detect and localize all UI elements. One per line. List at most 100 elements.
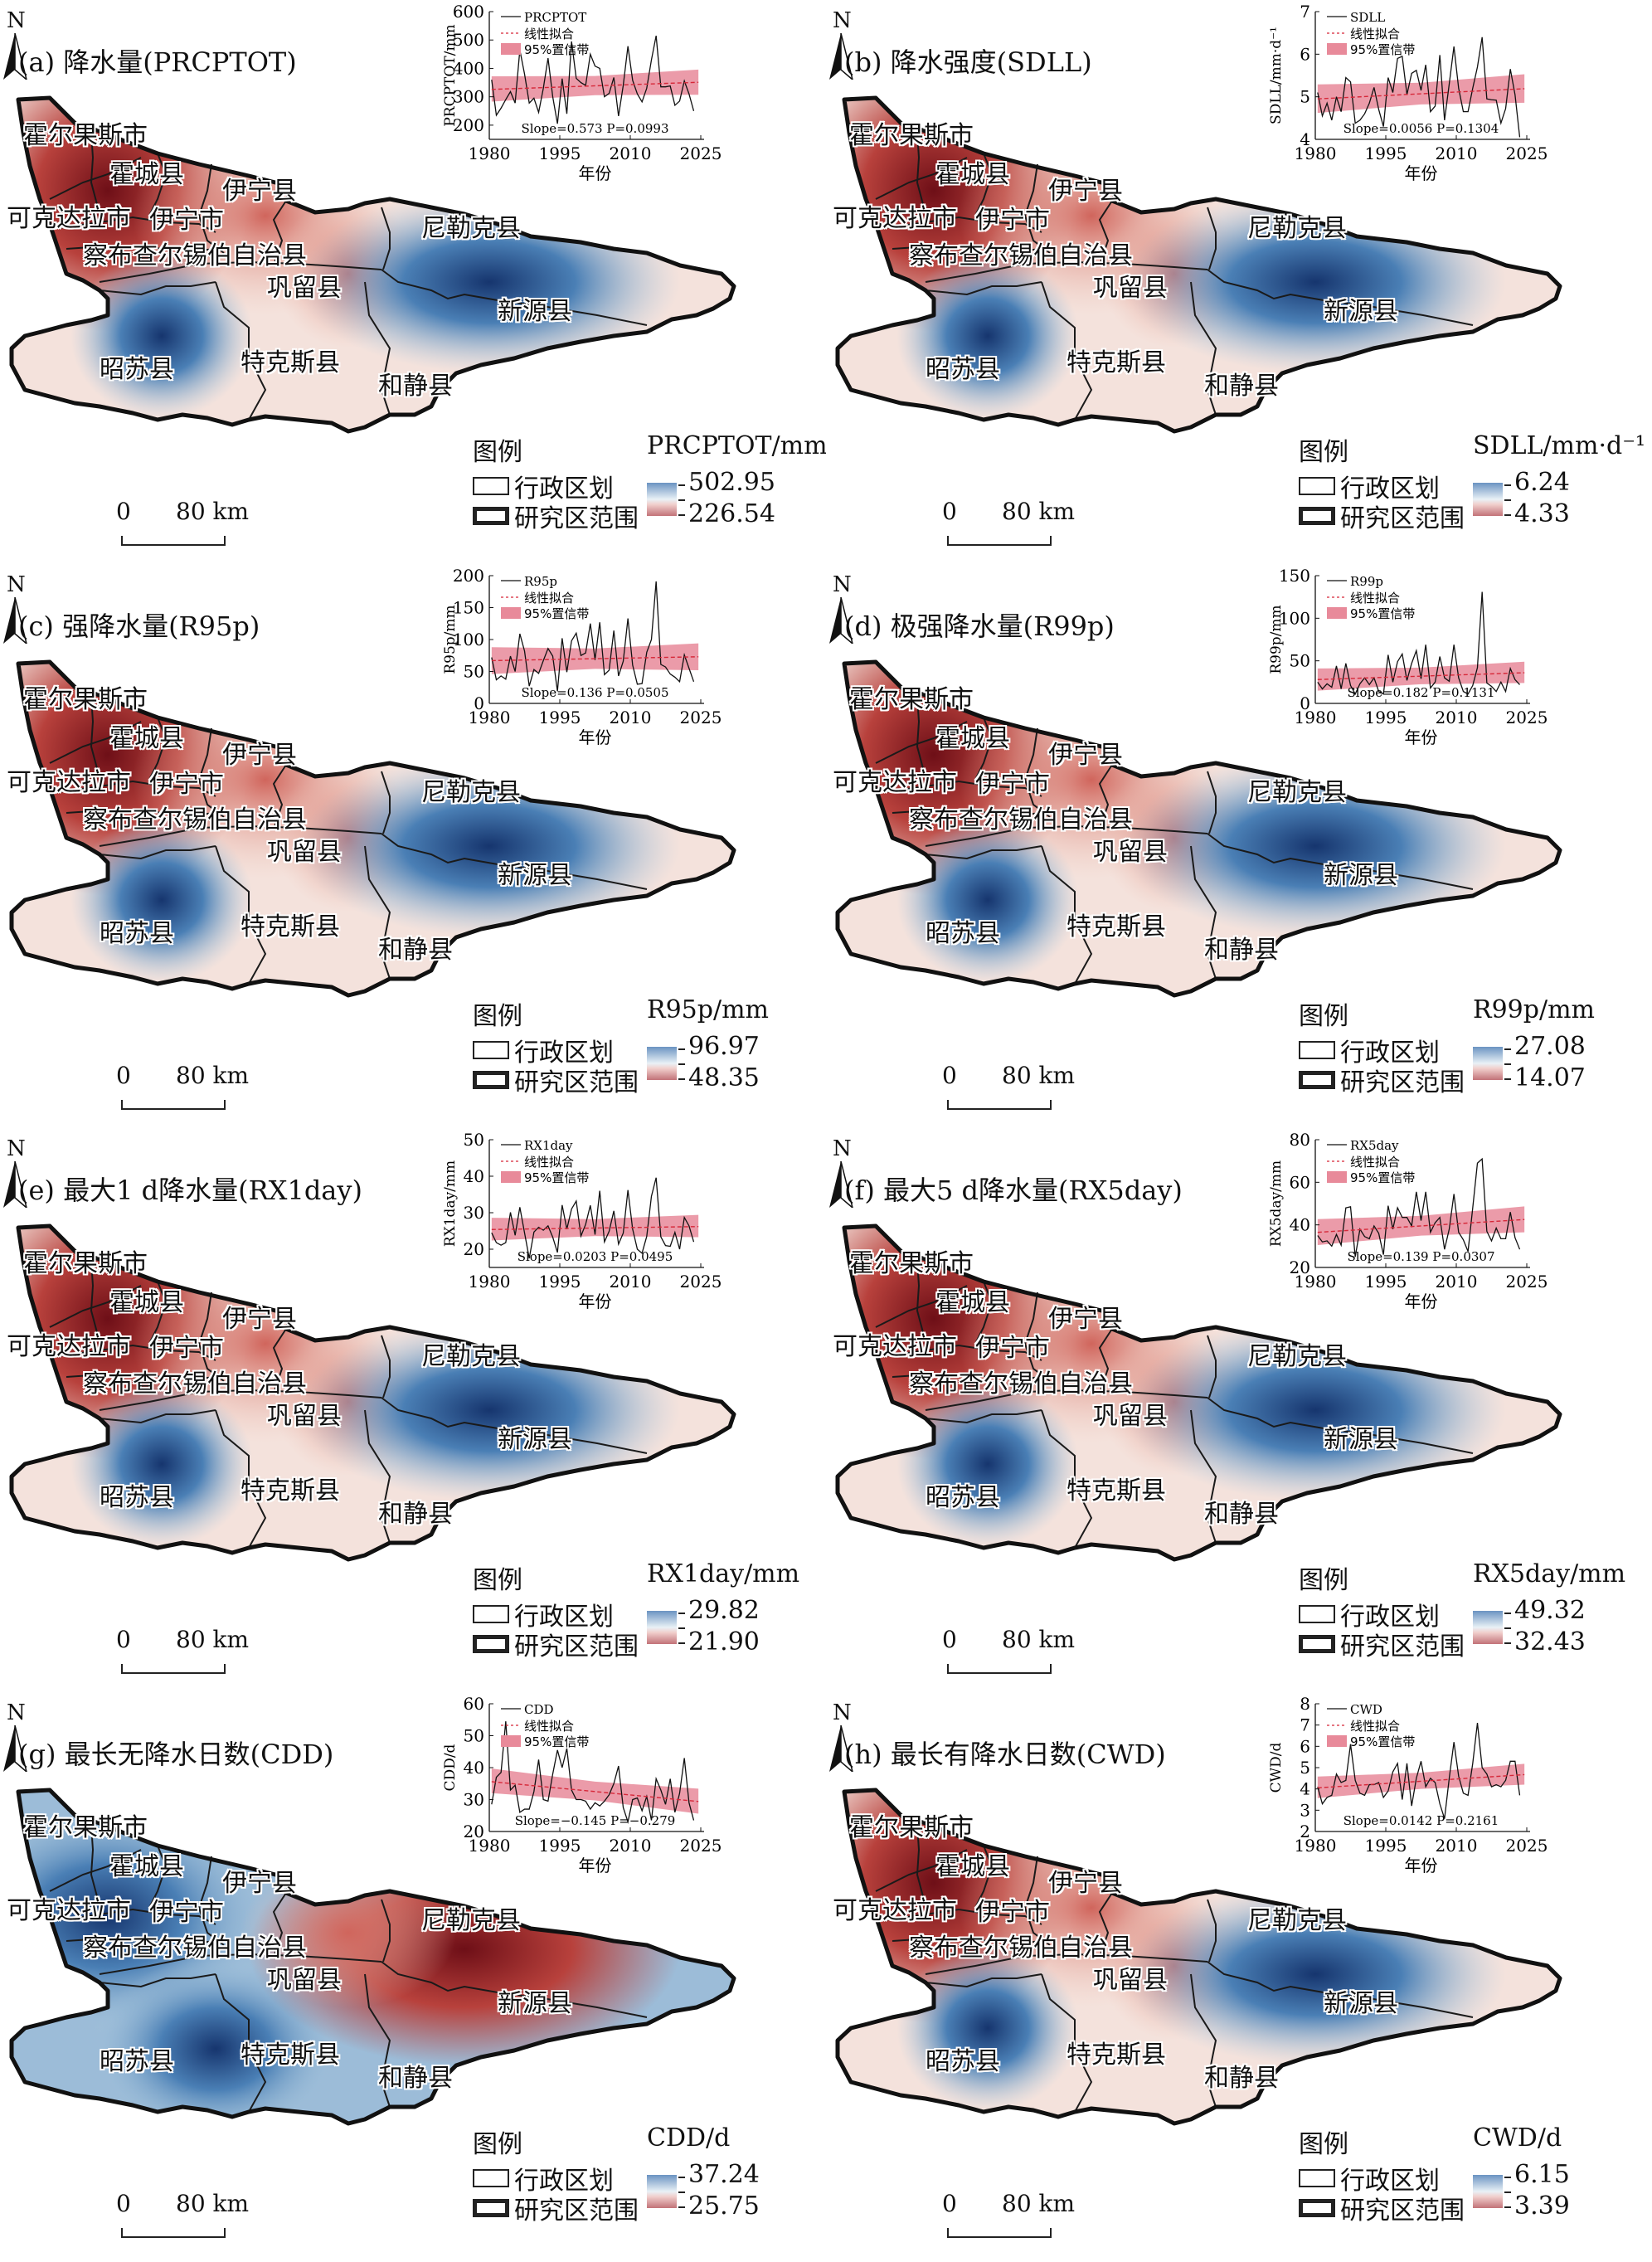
x-axis-label: 年份 xyxy=(579,727,612,747)
county-label: 尼勒克县 xyxy=(421,1906,521,1935)
y-tick-label: 3 xyxy=(1300,1800,1310,1820)
scale-zero: 0 xyxy=(942,2190,957,2217)
x-axis-label: 年份 xyxy=(579,1292,612,1311)
county-boundary xyxy=(1207,1899,1217,1963)
county-label: 巩留县 xyxy=(1093,1402,1168,1431)
interpolation-map xyxy=(835,1223,1562,1562)
county-boundary xyxy=(90,696,99,772)
legend-title: 图例 xyxy=(1299,438,1348,467)
north-label: N xyxy=(833,1136,852,1161)
county-boundary xyxy=(892,244,1042,252)
county-label: 察布查尔锡伯自治县 xyxy=(83,241,307,270)
county-boundary xyxy=(99,825,382,847)
legend-band-swatch xyxy=(501,607,521,619)
y-tick-label: 40 xyxy=(1290,1215,1310,1235)
county-boundary xyxy=(916,1260,925,1336)
colorbar-min: 14.07 xyxy=(1514,1063,1586,1092)
legend-fit-label: 线性拟合 xyxy=(524,27,574,41)
colorbar-title: PRCPTOT/mm xyxy=(647,431,826,460)
county-label: 和静县 xyxy=(378,372,453,401)
county-boundary xyxy=(90,1260,99,1336)
y-tick-label: 0 xyxy=(1300,693,1310,713)
legend-series-label: R99p xyxy=(1350,574,1383,589)
county-label: 尼勒克县 xyxy=(1247,1342,1347,1371)
linear-fit-line xyxy=(1317,88,1525,100)
legend-band-swatch xyxy=(1327,607,1347,619)
linear-fit-line xyxy=(1317,1219,1525,1233)
county-label: 和静县 xyxy=(1204,372,1279,401)
series-line xyxy=(491,1721,695,1824)
legend-admin-boundary: 行政区划 xyxy=(1299,471,1465,503)
colorbar-max: 502.95 xyxy=(688,468,775,497)
county-boundary xyxy=(1023,1856,1051,1946)
county-boundary xyxy=(925,1973,1042,1988)
county-boundary xyxy=(90,1824,99,1900)
county-label: 尼勒克县 xyxy=(1247,778,1347,807)
scale-zero: 0 xyxy=(942,1626,957,1653)
colorbar-gradient xyxy=(1473,2175,1503,2208)
y-tick-label: 0 xyxy=(474,693,484,713)
x-tick-label: 1980 xyxy=(469,1272,511,1292)
colorbar-max: 6.24 xyxy=(1514,468,1570,497)
county-boundary xyxy=(875,1849,968,1892)
y-tick-label: 60 xyxy=(464,1694,484,1714)
y-tick-label: 40 xyxy=(464,1166,484,1186)
legend-series-label: SDLL xyxy=(1350,10,1385,25)
county-label: 可克达拉市 xyxy=(7,204,131,233)
trend-chart-svg: 0 50 100 150 200 1980 1995 2010 2025 年份 R95p/mm R95… xyxy=(442,566,722,747)
legend-study-label: 研究区范围 xyxy=(514,1068,639,1097)
county-label: 察布查尔锡伯自治县 xyxy=(83,805,307,834)
series-line xyxy=(491,581,695,692)
low-value-region xyxy=(896,1381,1079,1547)
county-label: 尼勒克县 xyxy=(1247,1906,1347,1935)
x-tick-label: 1980 xyxy=(469,708,511,727)
legend-series-label: PRCPTOT xyxy=(524,10,586,25)
low-value-region xyxy=(896,817,1079,983)
county-boundary xyxy=(1207,207,1217,270)
colorbar-gradient xyxy=(647,1047,677,1080)
admin-boundaries xyxy=(875,1824,1474,2113)
interpolation-map xyxy=(835,659,1562,998)
slope-annotation: Slope=0.139 P=0.0307 xyxy=(1347,1249,1494,1264)
county-boundary xyxy=(1023,1292,1051,1382)
legend-band-label: 95%置信带 xyxy=(524,1734,589,1749)
colorbar-tick xyxy=(678,1642,685,1644)
county-boundary xyxy=(1190,281,1217,416)
colorbar-gradient xyxy=(647,1611,677,1644)
county-boundary xyxy=(916,132,925,208)
north-label: N xyxy=(7,1700,26,1725)
county-boundary xyxy=(99,281,216,296)
colorbar-gradient xyxy=(1473,1611,1503,1644)
y-axis-label: PRCPTOT/mm xyxy=(442,24,459,126)
county-boundary xyxy=(272,200,287,266)
x-tick-label: 1995 xyxy=(1365,144,1407,163)
scale-distance: 80 km xyxy=(1002,1062,1076,1089)
scale-zero: 0 xyxy=(116,1062,131,1089)
colorbar-min: 32.43 xyxy=(1514,1627,1586,1656)
legend-admin-boundary: 行政区划 xyxy=(1299,2163,1465,2196)
y-tick-label: 20 xyxy=(464,1239,484,1259)
county-label: 察布查尔锡伯自治县 xyxy=(909,1934,1133,1963)
trend-chart-svg: 20 30 40 50 1980 1995 2010 2025 年份 RX1day/mm RX1da… xyxy=(442,1130,722,1311)
county-label: 可克达拉市 xyxy=(7,1332,131,1361)
low-value-region xyxy=(896,253,1079,419)
legend-band-swatch xyxy=(1327,1171,1347,1183)
county-label: 伊宁市 xyxy=(975,1898,1050,1927)
county-label: 特克斯县 xyxy=(241,2041,340,2070)
county-boundary xyxy=(974,153,994,216)
county-boundary xyxy=(925,281,1042,296)
map-legend: 图例 行政区划 研究区范围 xyxy=(473,431,639,533)
thick-box-icon xyxy=(473,2199,509,2217)
y-tick-label: 100 xyxy=(1279,608,1310,628)
county-label: 霍尔果斯市 xyxy=(849,685,974,714)
thick-box-icon xyxy=(1299,507,1335,525)
county-label: 伊宁县 xyxy=(1048,1869,1123,1898)
county-boundary xyxy=(197,1856,225,1946)
legend-study-boundary: 研究区范围 xyxy=(473,1629,639,1661)
county-boundary xyxy=(1207,1397,1474,1454)
slope-annotation: Slope=0.182 P=0.1131 xyxy=(1347,685,1494,700)
map-legend: 图例 行政区划 研究区范围 xyxy=(473,995,639,1097)
trend-inset-chart: 4 5 6 7 1980 1995 2010 2025 年份 SDLL/mm·d⁻¹ SDLL 线性拟… xyxy=(1257,0,1589,183)
colorbar-title: RX5day/mm xyxy=(1473,1559,1626,1588)
